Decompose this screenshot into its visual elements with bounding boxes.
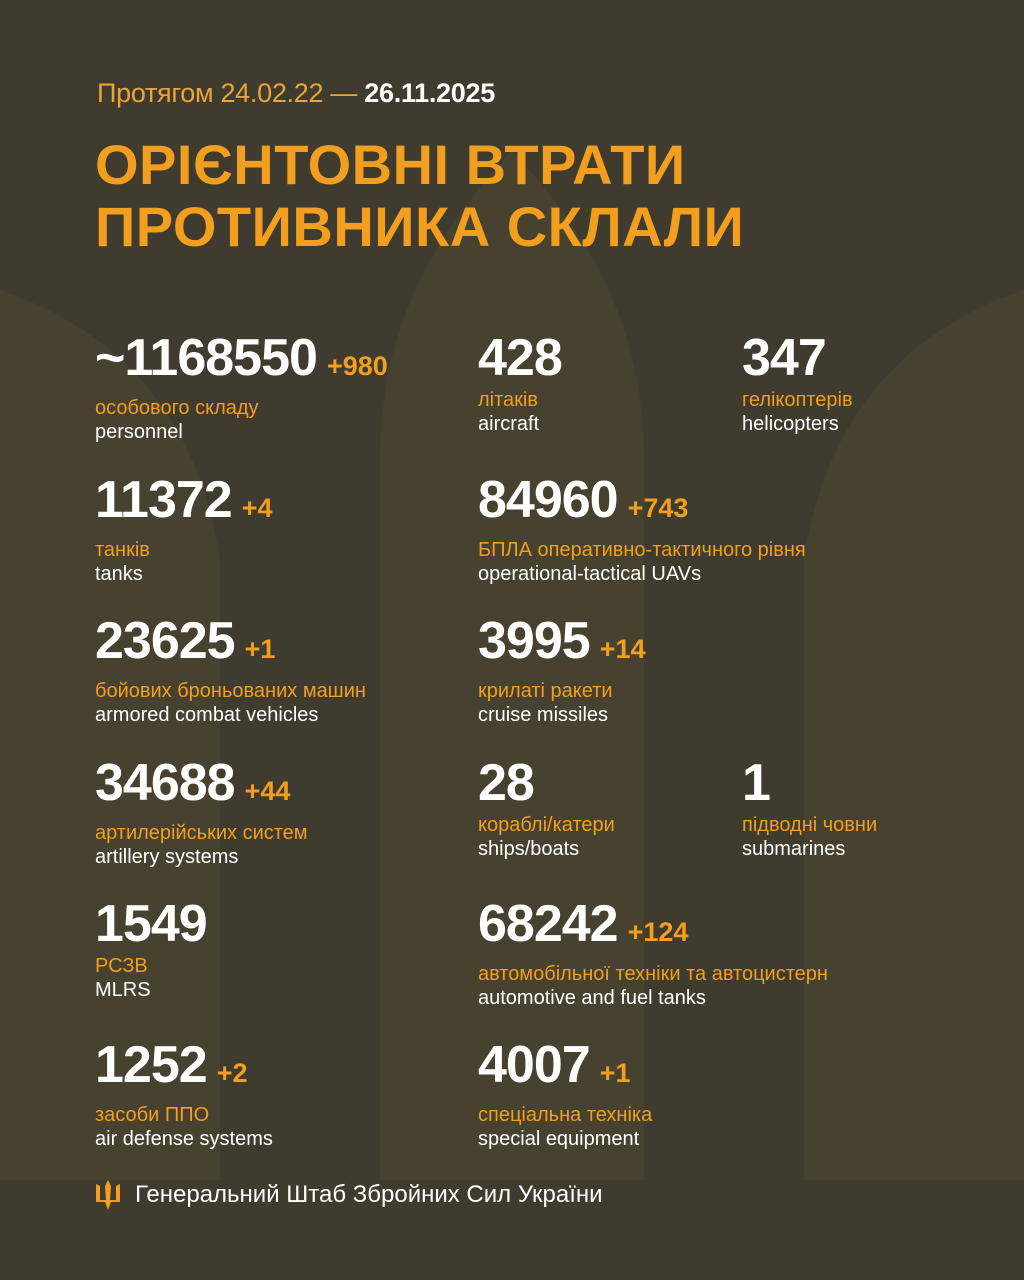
stat-label-en: submarines: [742, 838, 846, 860]
stat-label-ua: засоби ППО: [95, 1104, 210, 1126]
stat-value: 68242 +124: [478, 895, 689, 953]
stat-label-ua: літаків: [478, 389, 538, 411]
stat-label-en: artillery systems: [95, 846, 239, 868]
stat-value: 1549: [95, 895, 208, 953]
stat-aircraft: 428 літаків aircraft: [478, 329, 563, 436]
stat-value: 1: [742, 754, 771, 812]
stat-armored-combat-vehicles: 23625 +1 бойових броньованих машин armore…: [95, 613, 366, 727]
stat-delta: +1: [599, 1058, 631, 1088]
stat-label-en: aircraft: [478, 413, 540, 435]
stat-value: 4007 +1: [478, 1036, 631, 1094]
stat-value: ~1168550 +980: [95, 329, 388, 387]
stat-label-en: tanks: [95, 563, 143, 585]
stat-value: 3995 +14: [478, 612, 646, 670]
stat-helicopters: 347 гелікоптерів helicopters: [742, 330, 853, 436]
stat-value: 1252 +2: [95, 1036, 248, 1094]
stat-delta: +4: [241, 493, 273, 523]
stat-label-en: air defense systems: [95, 1128, 273, 1150]
stat-cruise-missiles: 3995 +14 крилаті ракети cruise missiles: [478, 613, 646, 727]
stat-air-defense-systems: 1252 +2 засоби ППО air defense systems: [95, 1037, 273, 1151]
stat-personnel: ~1168550 +980 особового складу personnel: [95, 330, 388, 444]
stat-label-ua: артилерійських систем: [95, 822, 308, 844]
trident-icon: [96, 1180, 120, 1210]
stat-value: 428: [478, 329, 563, 387]
stat-value: 11372 +4: [95, 471, 273, 529]
period: Протягом 24.02.22 — 26.11.2025: [97, 78, 495, 108]
stat-tanks: 11372 +4 танків tanks: [95, 472, 273, 586]
stat-value: 23625 +1: [95, 612, 276, 670]
stat-label-ua: БПЛА оперативно-тактичного рівня: [478, 539, 806, 561]
stat-label-en: helicopters: [742, 413, 839, 435]
stat-label-ua: танків: [95, 539, 150, 561]
stat-label-ua: автомобільної техніки та автоцистерн: [478, 963, 828, 985]
stat-delta: +124: [627, 917, 689, 947]
stat-artillery-systems: 34688 +44 артилерійських систем artillery…: [95, 755, 308, 869]
stat-value: 84960 +743: [478, 471, 689, 529]
stat-delta: +2: [216, 1058, 248, 1088]
stat-label-ua: РСЗВ: [95, 955, 148, 977]
stat-delta: +44: [244, 776, 291, 806]
stat-delta: +980: [326, 351, 388, 381]
stat-label-ua: бойових броньованих машин: [95, 680, 366, 702]
stat-operational-tactical-uavs: 84960 +743 БПЛА оперативно-тактичного рів…: [478, 472, 806, 586]
stat-label-en: cruise missiles: [478, 704, 609, 726]
stat-label-ua: спеціальна техніка: [478, 1104, 653, 1126]
stat-label-ua: гелікоптерів: [742, 389, 853, 411]
stat-value: 28: [478, 754, 535, 812]
period-end: 26.11.2025: [364, 78, 495, 108]
stat-value: 34688 +44: [95, 754, 291, 812]
page-title: ОРІЄНТОВНІ ВТРАТИ ПРОТИВНИКА СКЛАЛИ: [95, 133, 745, 258]
stat-label-ua: кораблі/катери: [478, 814, 615, 836]
stat-label-en: MLRS: [95, 979, 151, 1001]
stat-special-equipment: 4007 +1 спеціальна техніка special equipm…: [478, 1037, 652, 1151]
stat-value: 347: [742, 329, 827, 387]
stat-label-en: operational-tactical UAVs: [478, 563, 702, 585]
stat-submarines: 1 підводні човни submarines: [742, 755, 877, 861]
stat-label-en: personnel: [95, 421, 183, 443]
stat-label-en: special equipment: [478, 1128, 640, 1150]
stat-delta: +14: [599, 634, 646, 664]
stat-label-en: ships/boats: [478, 838, 580, 860]
stat-label-en: armored combat vehicles: [95, 704, 319, 726]
stat-mlrs: 1549 РСЗВ MLRS: [95, 895, 208, 1002]
stat-automotive-and-fuel-tanks: 68242 +124 автомобільної техніки та автоц…: [478, 896, 828, 1010]
stat-label-en: automotive and fuel tanks: [478, 987, 706, 1009]
stat-delta: +1: [244, 634, 276, 664]
stat-label-ua: підводні човни: [742, 814, 878, 836]
stat-ships-boats: 28 кораблі/катери ships/boats: [478, 755, 615, 861]
stat-label-ua: особового складу: [95, 397, 259, 419]
stat-label-ua: крилаті ракети: [478, 680, 613, 702]
stat-delta: +743: [627, 493, 689, 523]
footer: Генеральний Штаб Збройних Сил України: [95, 1180, 603, 1210]
